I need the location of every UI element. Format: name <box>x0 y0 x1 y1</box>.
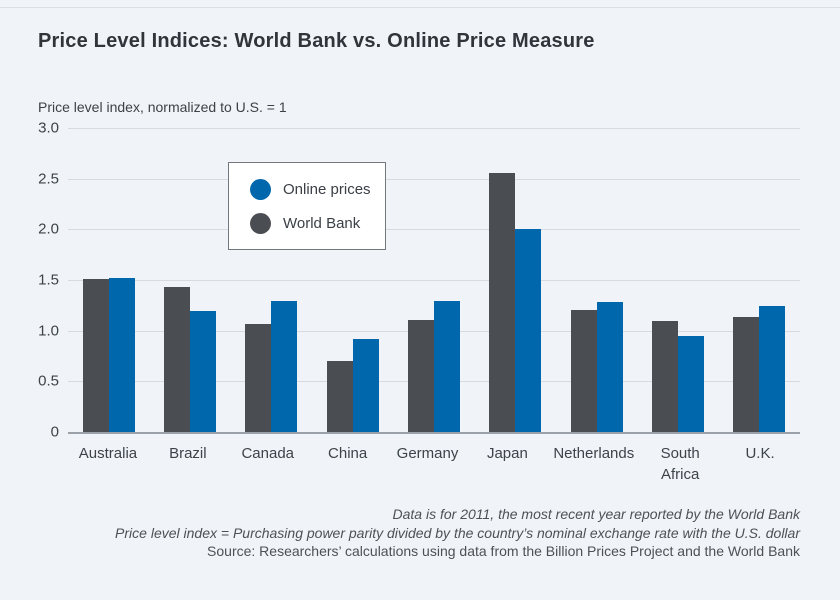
bar-group-u-k- <box>719 129 800 433</box>
bar-online-prices-canada <box>271 301 298 433</box>
bar-world-bank-japan <box>489 172 516 433</box>
bar-group-canada <box>231 129 312 433</box>
bar-world-bank-australia <box>82 278 109 433</box>
legend-label: Online prices <box>283 180 371 198</box>
x-tick-germany: Germany <box>396 445 459 462</box>
x-axis-baseline <box>68 432 800 434</box>
bar-online-prices-south-africa <box>677 335 704 433</box>
bar-group-netherlands <box>556 129 637 433</box>
y-tick-1.0: 1.0 <box>38 322 59 340</box>
bar-group-germany <box>393 129 474 433</box>
x-axis-tick-labels: Australia Brazil Canada China Germany Japan Ne… <box>68 443 800 485</box>
y-tick-0.5: 0.5 <box>38 372 59 390</box>
y-tick-3.0: 3.0 <box>38 119 59 137</box>
x-tick-japan: Japan <box>486 445 528 462</box>
x-tick-south-africa: South Africa <box>660 445 700 483</box>
bar-world-bank-brazil <box>163 287 190 433</box>
x-tick-netherlands: Netherlands <box>553 445 635 462</box>
gridline-1.5 <box>68 280 800 281</box>
legend-label: World Bank <box>283 214 361 232</box>
footnote-definition: Price level index = Purchasing power par… <box>115 524 800 541</box>
y-tick-1.5: 1.5 <box>38 271 59 289</box>
gridline-2.5 <box>68 178 800 180</box>
legend-item-world-bank: World Bank <box>250 212 385 234</box>
footnotes: Data is for 2011, the most recent year r… <box>115 505 800 561</box>
footnote-data-year: Data is for 2011, the most recent year r… <box>392 506 801 522</box>
y-axis-title: Price level index, normalized to U.S. = … <box>38 99 287 115</box>
bar-group-china <box>312 129 393 433</box>
bar-world-bank-germany <box>407 319 434 433</box>
chart-title: Price Level Indices: World Bank vs. Onli… <box>38 30 595 52</box>
bar-group-south-africa <box>637 129 718 433</box>
bar-online-prices-japan <box>515 229 542 433</box>
y-tick-2.5: 2.5 <box>38 170 59 188</box>
online-prices-swatch-icon <box>250 178 271 200</box>
bar-world-bank-canada <box>245 323 272 433</box>
legend: Online prices World Bank <box>228 162 386 250</box>
bar-world-bank-south-africa <box>651 320 678 433</box>
x-tick-canada: Canada <box>241 445 294 462</box>
bar-group-japan <box>475 129 556 433</box>
bar-online-prices-china <box>352 338 379 433</box>
bar-world-bank-netherlands <box>570 310 597 433</box>
footnote-source: Source: Researchers’ calculations using … <box>207 543 800 559</box>
bar-group-australia <box>68 129 149 433</box>
x-tick-u-k-: U.K. <box>745 445 775 462</box>
bar-group-brazil <box>149 129 230 433</box>
legend-item-online-prices: Online prices <box>250 178 385 200</box>
world-bank-swatch-icon <box>250 212 271 234</box>
bar-online-prices-australia <box>108 277 135 433</box>
plot-area: 0 0.5 1.0 1.5 2.0 2.5 3.0 <box>38 120 800 441</box>
gridline-2.0 <box>68 229 800 231</box>
x-tick-china: China <box>328 445 368 462</box>
bar-online-prices-netherlands <box>596 302 623 433</box>
bar-world-bank-u-k- <box>733 317 760 433</box>
bar-online-prices-germany <box>433 301 460 433</box>
bar-world-bank-china <box>326 361 353 433</box>
gridline-3.0 <box>68 128 800 129</box>
bar-series <box>68 129 800 433</box>
y-tick-0: 0 <box>50 423 59 441</box>
x-tick-australia: Australia <box>78 445 138 462</box>
top-divider <box>0 7 840 8</box>
x-tick-brazil: Brazil <box>169 445 207 462</box>
bar-online-prices-u-k- <box>759 306 786 433</box>
y-tick-2.0: 2.0 <box>38 220 59 238</box>
bar-online-prices-brazil <box>189 311 216 433</box>
